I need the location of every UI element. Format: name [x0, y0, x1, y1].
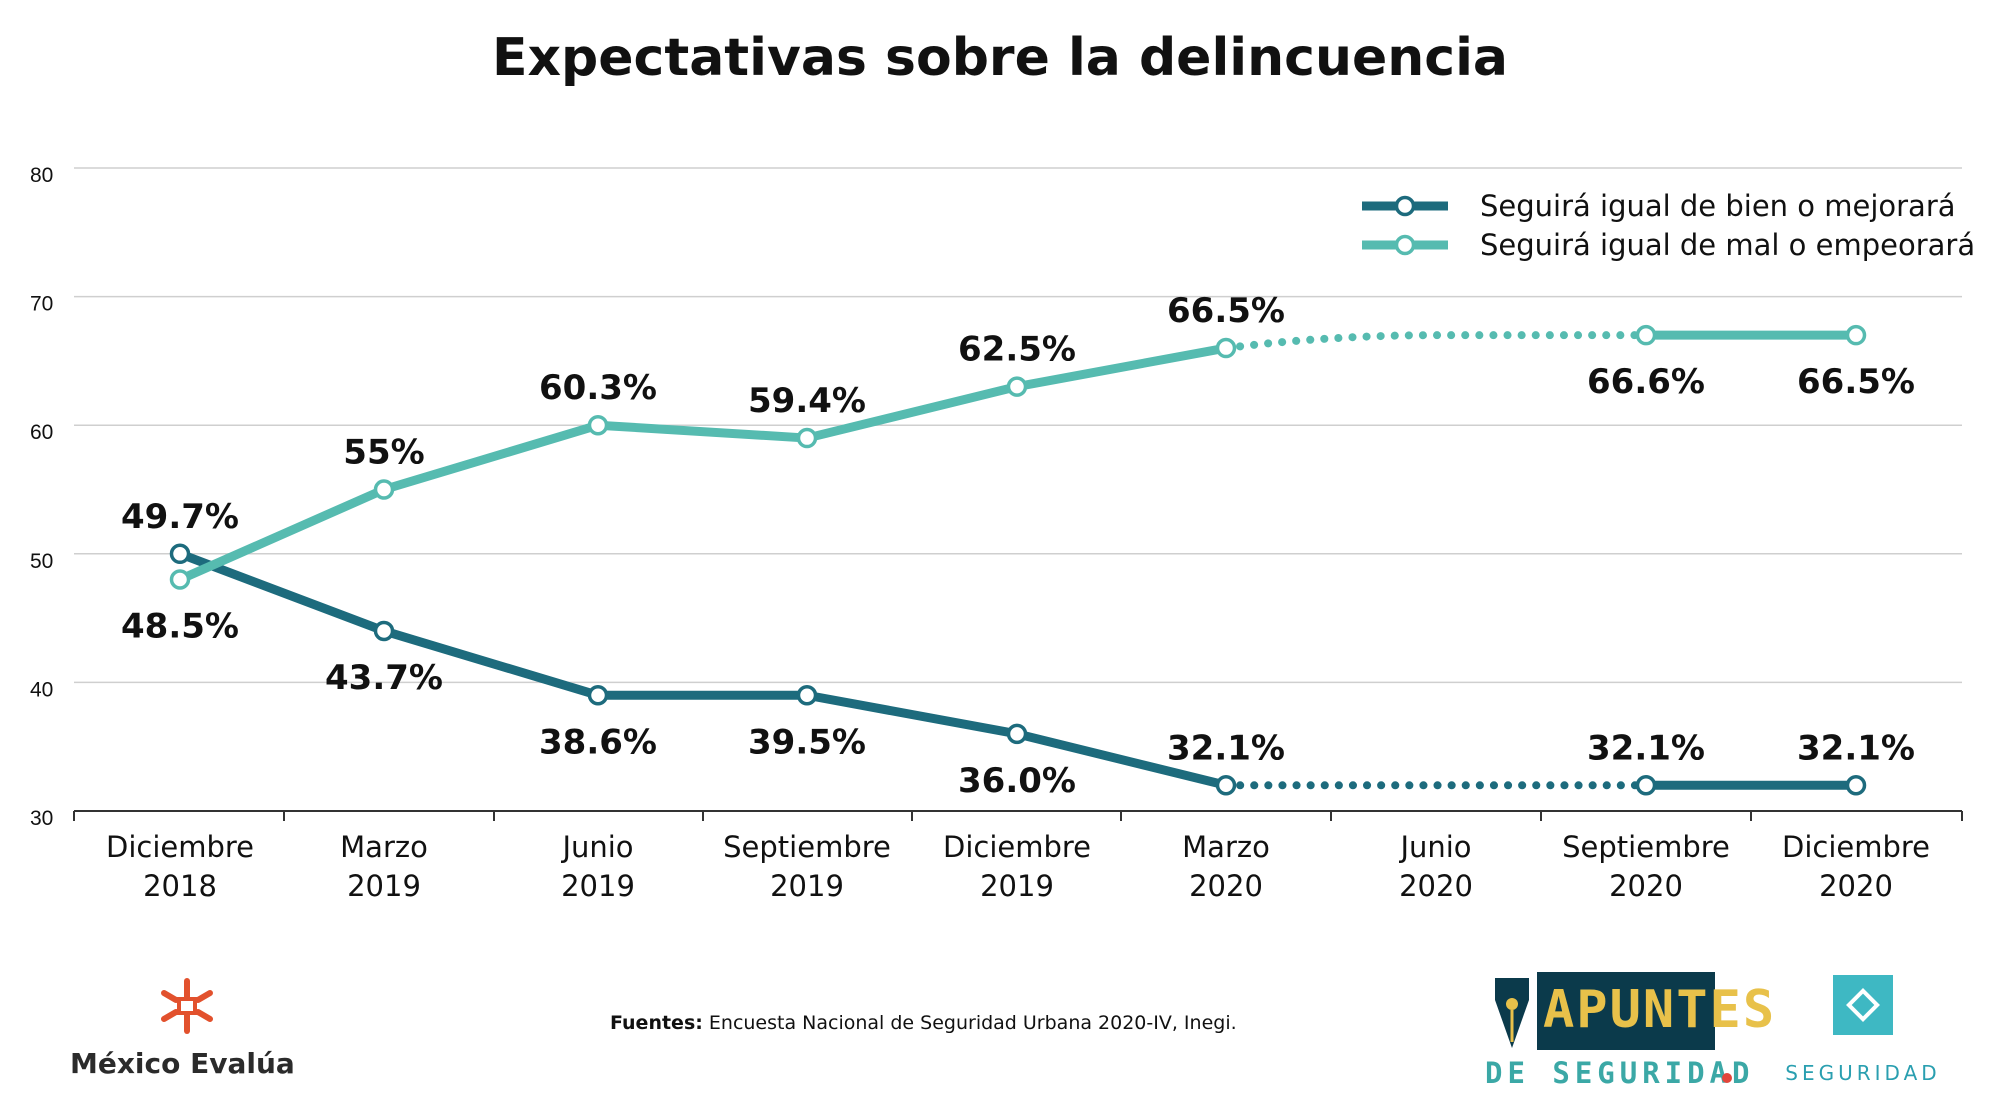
apuntes-de-seguridad-logo: APUNTES DE SEGURIDAD [1485, 972, 1774, 1092]
data-point [373, 620, 395, 642]
y-tick-label: 30 [30, 807, 53, 830]
series-line [178, 549, 1228, 790]
y-tick-label: 80 [30, 164, 53, 187]
apuntes-box [1537, 972, 1715, 1050]
data-label: 66.6% [1587, 362, 1705, 402]
seguridad-square-icon [1833, 975, 1893, 1035]
series-lines [169, 324, 1867, 796]
data-label: 59.4% [748, 381, 866, 421]
pen-nib-icon [1495, 978, 1529, 1048]
data-label: 38.6% [539, 722, 657, 762]
source-label: Fuentes: [610, 1012, 703, 1034]
data-label: 43.7% [325, 658, 443, 698]
data-label: 66.5% [1797, 362, 1915, 402]
data-label: 60.3% [539, 368, 657, 408]
data-point [796, 427, 818, 449]
data-point [1006, 723, 1028, 745]
x-tick-label: Diciembre 2019 [943, 830, 1091, 903]
seguridad-label: SEGURIDAD [1785, 1061, 1941, 1085]
data-label: 39.5% [748, 722, 866, 762]
data-point [1215, 775, 1237, 796]
series-line [178, 343, 1227, 584]
x-tick-label: Junio 2020 [1398, 830, 1472, 903]
data-label: 32.1% [1587, 728, 1705, 768]
data-point [587, 685, 609, 706]
red-dot-icon [1722, 1073, 1732, 1083]
x-tick-label: Marzo 2019 [340, 830, 428, 903]
x-tick-label: Junio 2019 [560, 830, 634, 903]
mexico-evalua-logo: México Evalúa [70, 975, 310, 1085]
y-tick-label: 40 [30, 678, 53, 701]
data-point [587, 414, 609, 436]
y-tick-label: 70 [30, 293, 53, 316]
apuntes-title: APUNTES [1543, 980, 1777, 1040]
data-label: 48.5% [121, 607, 239, 647]
y-tick-label: 60 [30, 421, 53, 444]
data-label: 49.7% [121, 497, 239, 537]
legend-label: Seguirá igual de mal o empeorará [1480, 228, 1975, 262]
data-label: 32.1% [1167, 728, 1285, 768]
x-tick-label: Marzo 2020 [1182, 830, 1270, 903]
data-label: 55% [343, 433, 424, 473]
seguridad-logo: SEGURIDAD [1780, 975, 1950, 1095]
legend-marker [1394, 195, 1416, 217]
chart-title: Expectativas sobre la delincuencia [491, 28, 1508, 88]
data-point [1845, 324, 1867, 346]
grid-lines [74, 167, 1962, 684]
x-tick-label: Septiembre 2020 [1562, 830, 1730, 903]
y-tick-label: 50 [30, 550, 53, 573]
data-label: 36.0% [958, 761, 1076, 801]
x-tick-label: Diciembre 2020 [1782, 830, 1930, 903]
x-tick-label: Septiembre 2019 [723, 830, 891, 903]
data-point [796, 685, 818, 706]
data-label: 66.5% [1167, 291, 1285, 331]
x-axis: Diciembre 2018 Marzo 2019 Junio 2019 Septiembr… [73, 810, 1963, 903]
data-point [169, 543, 191, 565]
mexico-evalua-name: México Evalúa [70, 1047, 295, 1080]
data-point [1215, 337, 1237, 359]
data-point [1845, 775, 1867, 796]
data-point [169, 569, 191, 590]
series-dotted-line [1222, 331, 1650, 353]
data-point [1635, 324, 1657, 346]
data-point [373, 479, 395, 500]
legend: Seguirá igual de bien o mejorará Seguirá … [1362, 189, 1975, 262]
data-point [1635, 775, 1657, 796]
legend-label: Seguirá igual de bien o mejorará [1480, 189, 1956, 223]
source-note: Fuentes: Encuesta Nacional de Seguridad … [610, 1012, 1237, 1034]
apuntes-subtitle: DE SEGURIDAD [1485, 1056, 1755, 1090]
source-text: Encuesta Nacional de Seguridad Urbana 20… [702, 1012, 1237, 1034]
data-label: 32.1% [1797, 728, 1915, 768]
data-point [1006, 376, 1028, 397]
mexico-evalua-star-icon [161, 978, 213, 1034]
legend-marker [1394, 234, 1416, 256]
x-tick-label: Diciembre 2018 [106, 830, 254, 903]
y-axis: 30 40 50 60 70 80 [30, 164, 53, 830]
data-label: 62.5% [958, 330, 1076, 370]
data-labels: 49.7% 43.7% 38.6% 39.5% 36.0% 32.1% 32.1% 32.1%… [121, 291, 1915, 801]
